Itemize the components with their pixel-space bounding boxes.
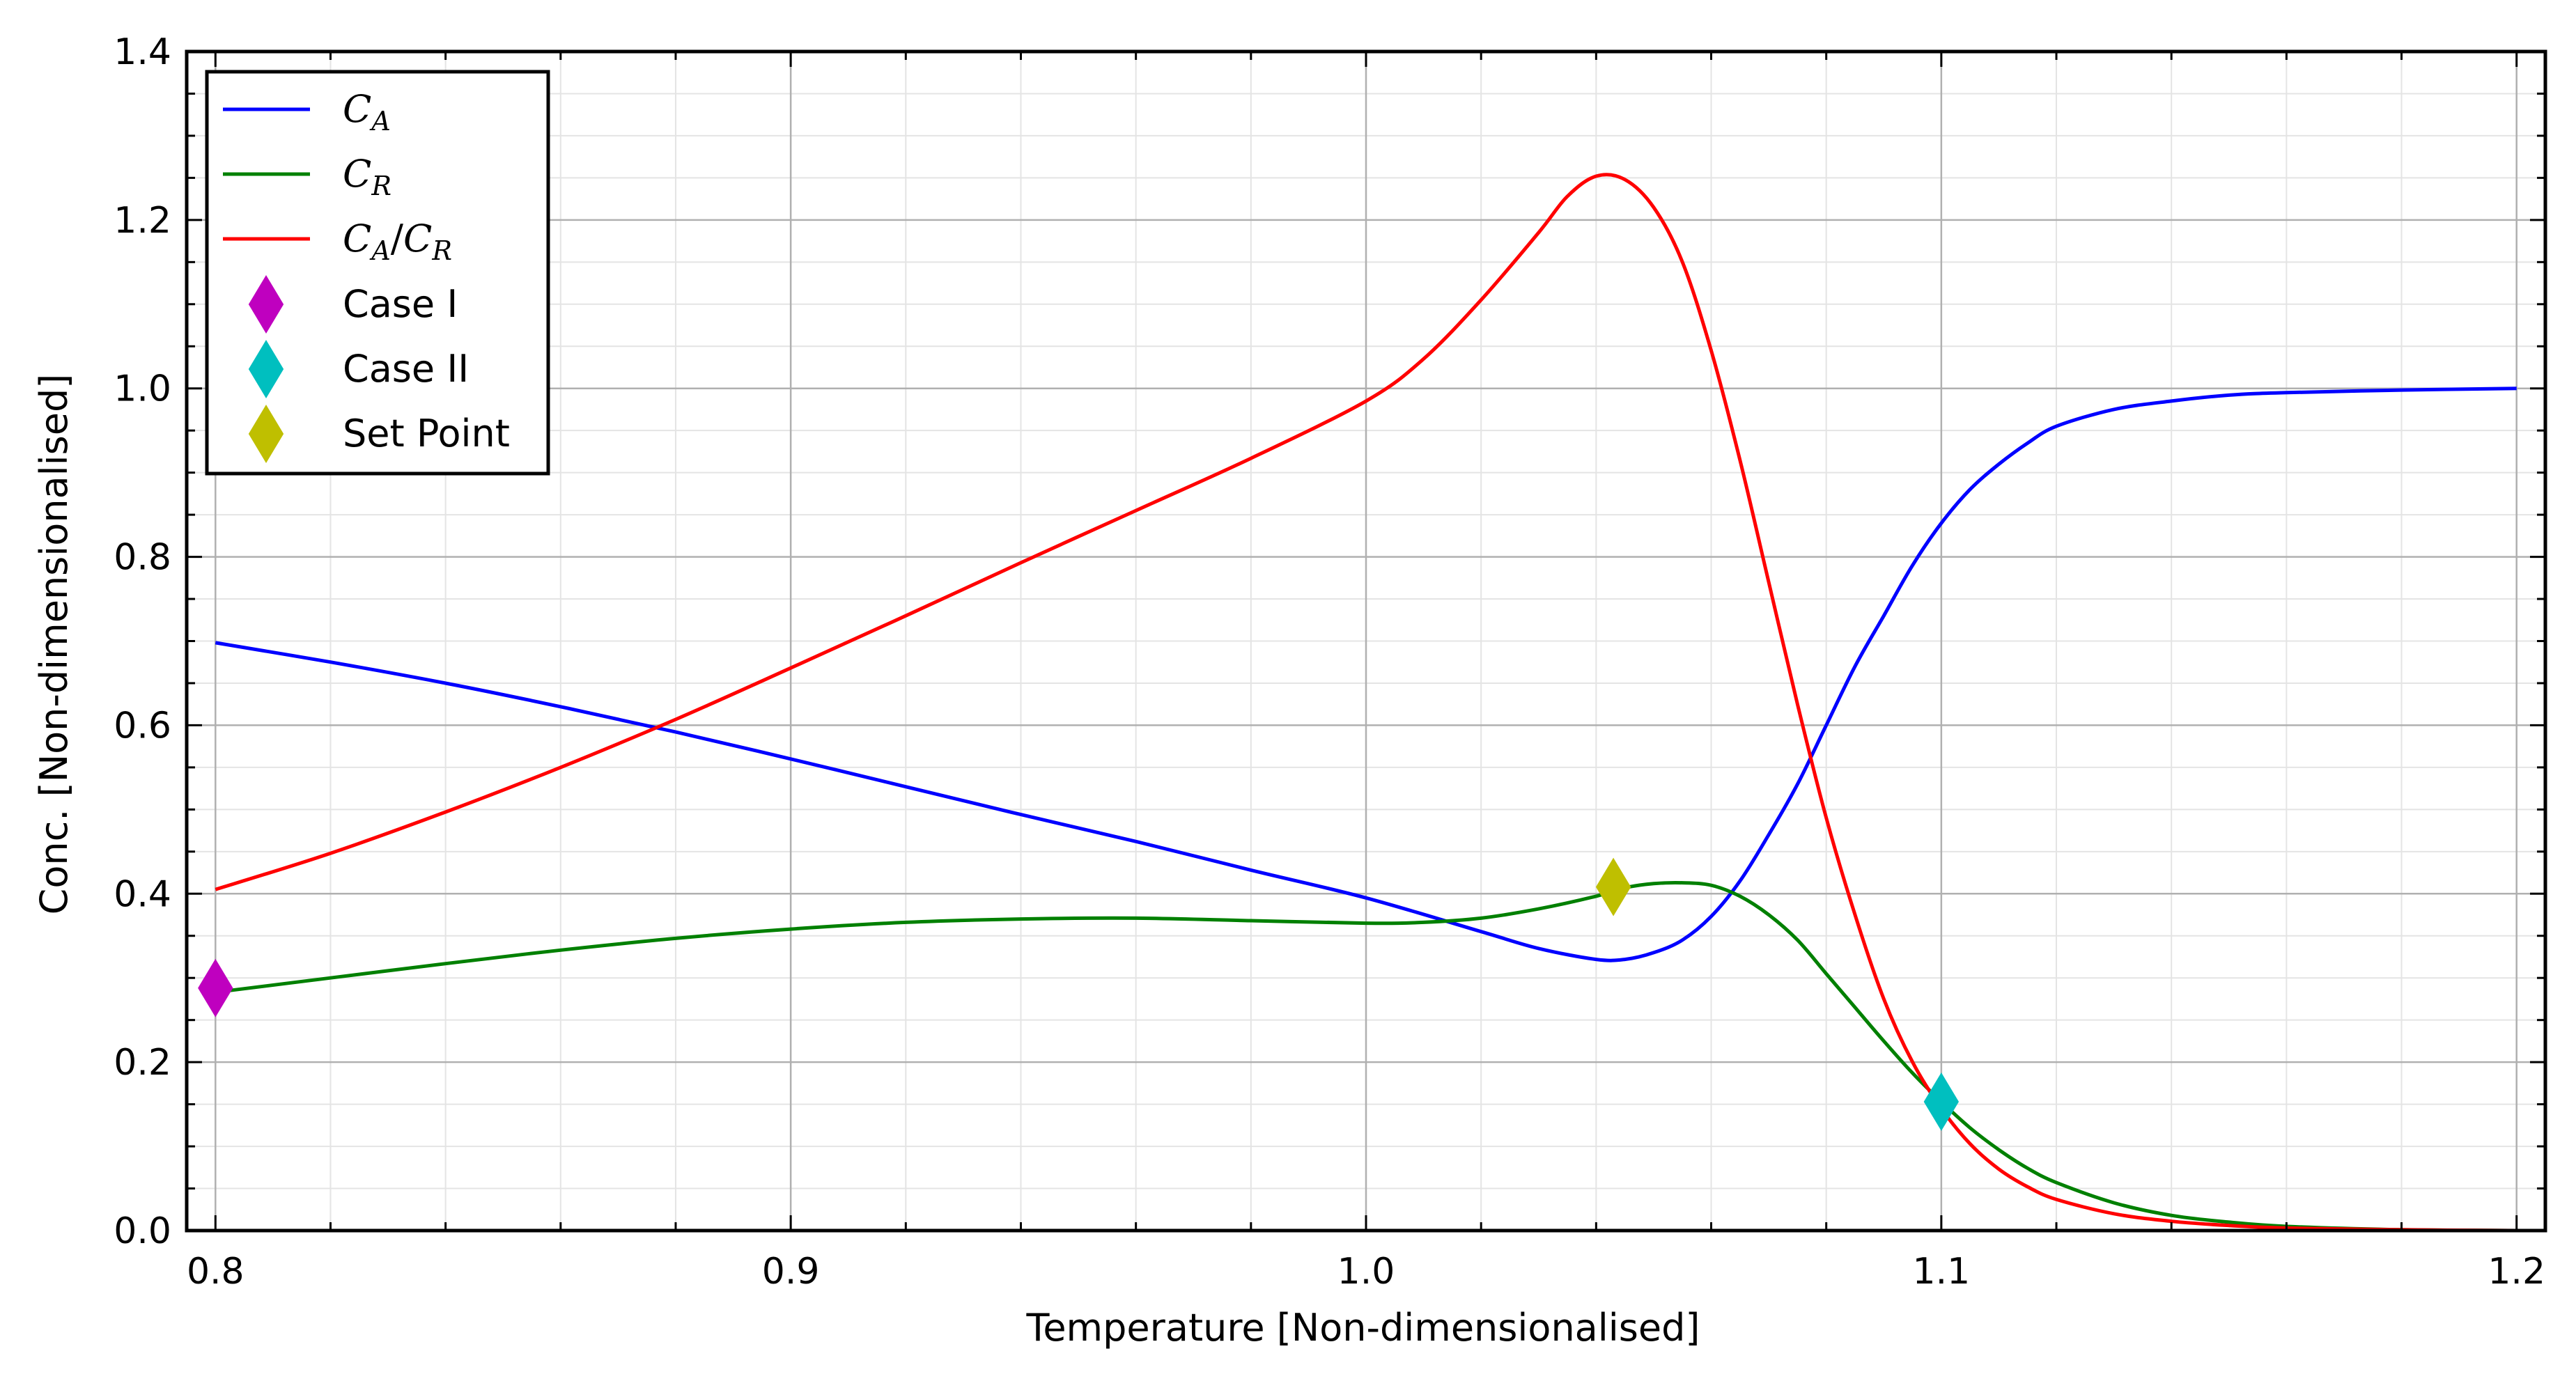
marker-case-i (198, 958, 233, 1017)
legend-entry-case-i: Case I (248, 275, 458, 334)
series-line-c-r (215, 880, 2517, 1231)
tick-marks (187, 50, 2545, 1232)
x-tick-label: 0.9 (762, 1251, 820, 1293)
y-tick-label: 1.0 (114, 368, 171, 410)
marker-case-ii (1923, 1072, 1960, 1131)
x-tick-label: 0.8 (187, 1251, 245, 1293)
y-tick-label: 0.0 (114, 1210, 171, 1252)
legend: CA CR CA/CR Case I Case II Set Point (205, 70, 550, 476)
x-tick-label: 1.2 (2488, 1251, 2545, 1293)
series-line-c-a (215, 387, 2517, 962)
marker-layer (198, 857, 1960, 1131)
legend-label: Case I (343, 282, 458, 326)
y-axis-label: Conc. [Non-dimensionalised] (32, 374, 76, 915)
y-tick-label: 1.2 (114, 200, 171, 242)
legend-label: Set Point (343, 412, 510, 455)
legend-marker-swatch (248, 275, 284, 334)
y-tick-label: 0.2 (114, 1042, 171, 1084)
legend-marker-swatch (248, 405, 284, 463)
y-tick-label: 0.4 (114, 873, 171, 915)
legend-entry-set-point: Set Point (248, 405, 510, 463)
legend-label: CR (343, 152, 391, 201)
y-tick-labels: 0.0 0.2 0.4 0.6 0.8 1.0 1.2 1.4 (114, 31, 171, 1252)
x-axis-label: Temperature [Non-dimensionalised] (1026, 1306, 1700, 1350)
legend-label: Case II (343, 347, 469, 391)
y-tick-label: 0.8 (114, 537, 171, 579)
series-layer (215, 173, 2517, 1231)
marker-set-point (1595, 857, 1631, 916)
legend-entry-c-a: CA (223, 87, 391, 136)
x-tick-labels: 0.8 0.9 1.0 1.1 1.2 (187, 1251, 2545, 1293)
legend-entry-c-r: CR (223, 152, 391, 201)
y-tick-label: 1.4 (114, 31, 171, 73)
legend-label: CA (343, 87, 391, 136)
series-line-c-a-c-r (215, 173, 2517, 1231)
legend-label: CA/CR (343, 217, 452, 266)
legend-entry-c-a-c-r: CA/CR (223, 217, 452, 266)
legend-entry-case-ii: Case II (248, 340, 469, 398)
legend-marker-swatch (248, 340, 284, 398)
y-tick-label: 0.6 (114, 705, 171, 747)
legend-box (205, 70, 550, 476)
x-tick-label: 1.0 (1337, 1251, 1395, 1293)
x-tick-label: 1.1 (1913, 1251, 1971, 1293)
